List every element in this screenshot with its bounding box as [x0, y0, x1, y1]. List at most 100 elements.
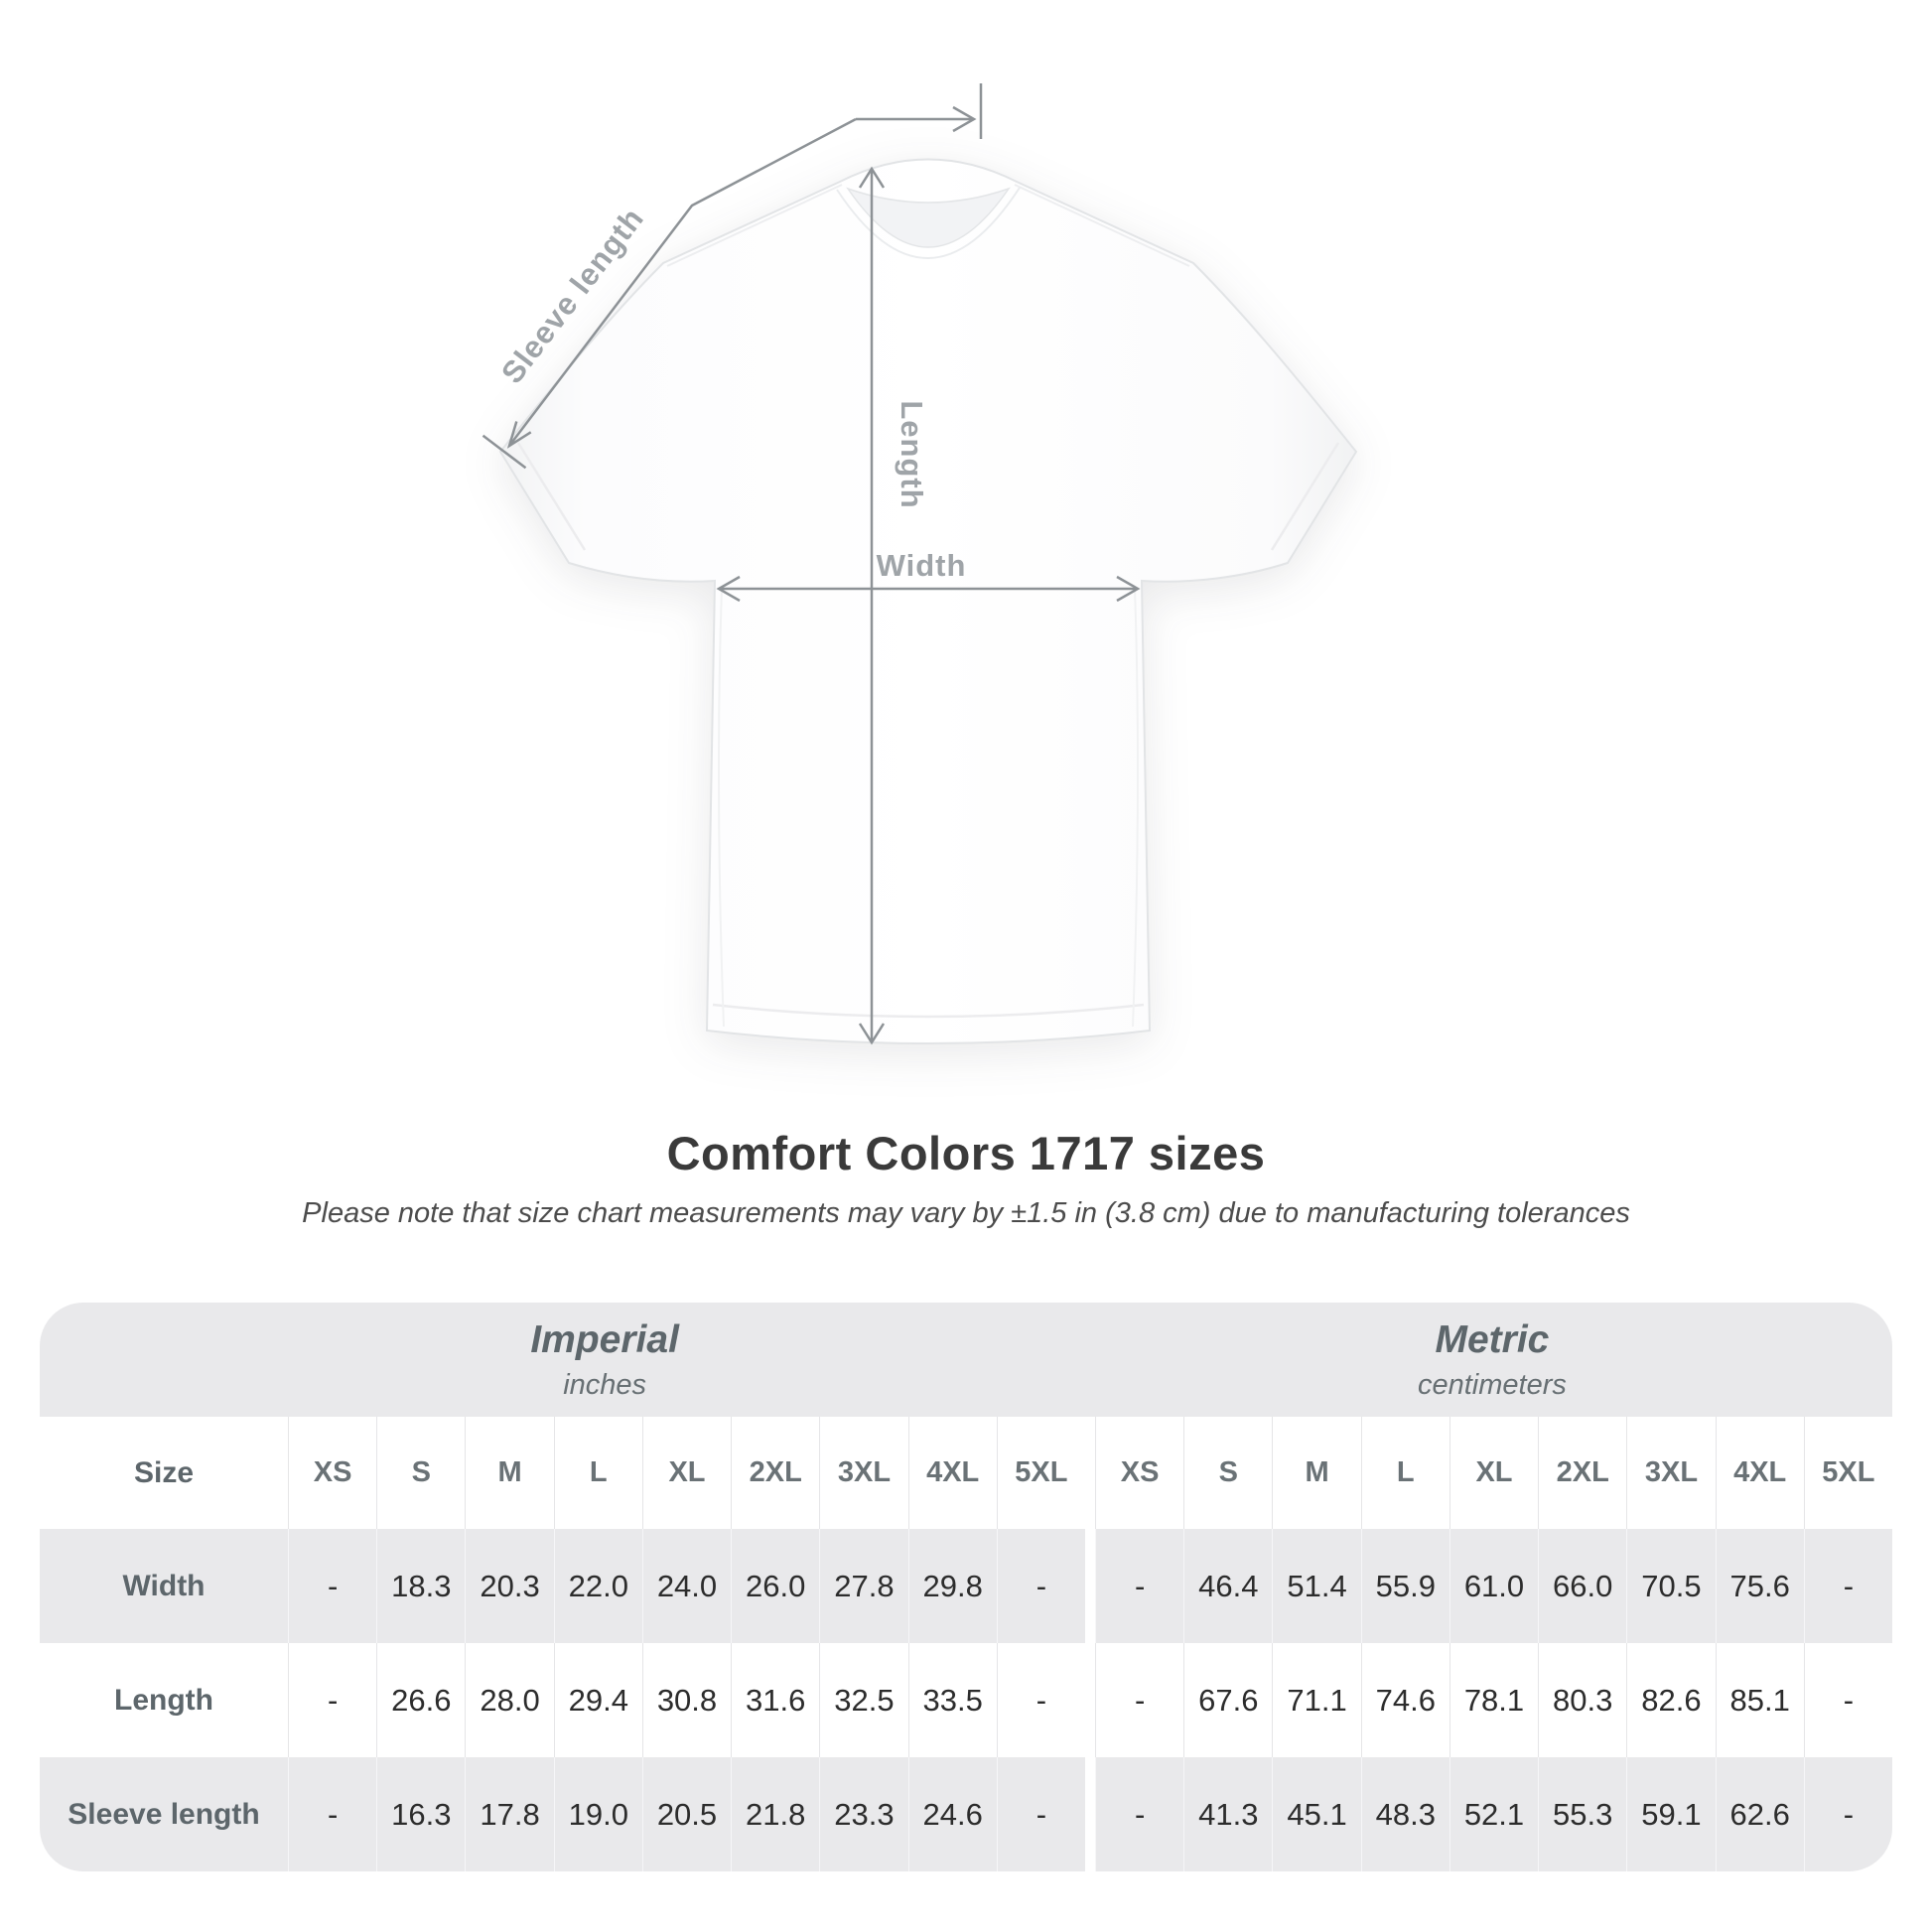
size-header-cell: 4XL: [907, 1417, 997, 1529]
value-cell: -: [996, 1529, 1085, 1643]
value-cell: 26.0: [731, 1529, 819, 1643]
tshirt-side-crease-left: [718, 587, 725, 1028]
size-header-cell: M: [465, 1417, 553, 1529]
value-cell: 20.5: [641, 1757, 731, 1871]
table-row: Width -18.3 20.3 22.0 24.0 26.0 27.8 29.8- -46.4…: [40, 1529, 1892, 1643]
size-table: Imperial inches Metric centimeters Size X…: [40, 1303, 1892, 1871]
value-cell: 71.1: [1272, 1643, 1360, 1757]
imperial-group-header: Imperial inches: [530, 1318, 679, 1402]
value-cell: -: [288, 1757, 376, 1871]
row-label: Length: [114, 1683, 213, 1717]
value-cell: -: [288, 1643, 376, 1757]
value-cell: 62.6: [1715, 1757, 1804, 1871]
size-header-cell: L: [553, 1417, 642, 1529]
tshirt-collar-seam: [836, 187, 1021, 259]
value-cell: 51.4: [1272, 1529, 1360, 1643]
value-cell: 26.6: [376, 1643, 465, 1757]
metric-group-label: Metric: [1435, 1317, 1550, 1361]
value-cell: 45.1: [1272, 1757, 1360, 1871]
value-cell: -: [1803, 1757, 1892, 1871]
value-cell: 24.0: [641, 1529, 731, 1643]
size-header-cell: L: [1360, 1417, 1449, 1529]
size-header-cell: 4XL: [1715, 1417, 1804, 1529]
value-cell: 80.3: [1538, 1643, 1626, 1757]
value-cell: 22.0: [553, 1529, 642, 1643]
value-cell: 52.1: [1449, 1757, 1538, 1871]
tshirt-graphic: [498, 158, 1358, 1044]
imperial-group-unit: inches: [563, 1368, 647, 1401]
size-table-grid: Size XS S M L XL 2XL 3XL 4XL 5XL XS S M L XL 2XL 3XL 4XL 5…: [40, 1417, 1892, 1871]
size-header-cell: XL: [1449, 1417, 1538, 1529]
metric-group-unit: centimeters: [1417, 1368, 1567, 1401]
size-header-cell: XS: [288, 1417, 376, 1529]
group-gap: [1084, 1417, 1095, 1529]
size-header-cell: 2XL: [1538, 1417, 1626, 1529]
value-cell: 29.4: [553, 1643, 642, 1757]
measurement-annotations: [482, 83, 1141, 1045]
tshirt-hem-stitch: [712, 1003, 1145, 1019]
size-header-cell: XL: [641, 1417, 731, 1529]
tshirt-cuff-stitch-left: [516, 442, 587, 551]
value-cell: 28.0: [465, 1643, 553, 1757]
size-header-cell: S: [376, 1417, 465, 1529]
value-cell: 74.6: [1360, 1643, 1449, 1757]
value-cell: -: [1094, 1757, 1183, 1871]
value-cell: 70.5: [1626, 1529, 1715, 1643]
value-cell: 48.3: [1360, 1757, 1449, 1871]
size-header-cell: 5XL: [996, 1417, 1085, 1529]
value-cell: 30.8: [641, 1643, 731, 1757]
value-cell: 29.8: [907, 1529, 997, 1643]
value-cell: -: [1803, 1529, 1892, 1643]
value-cell: 61.0: [1449, 1529, 1538, 1643]
tshirt-body: [498, 158, 1358, 1044]
size-header-cell: 5XL: [1803, 1417, 1892, 1529]
value-cell: -: [1094, 1643, 1183, 1757]
tshirt-collar-opening: [846, 187, 1011, 248]
value-cell: 19.0: [553, 1757, 642, 1871]
tshirt-side-crease-right: [1132, 587, 1139, 1028]
tshirt-diagram: Sleeve length Length Width: [482, 83, 1358, 1045]
value-cell: -: [288, 1529, 376, 1643]
size-header-cell: M: [1272, 1417, 1360, 1529]
value-cell: -: [1094, 1529, 1183, 1643]
size-header-cell: 2XL: [731, 1417, 819, 1529]
page-title: Comfort Colors 1717 sizes: [666, 1127, 1266, 1179]
length-arrow: [858, 166, 886, 1045]
size-header-cell: S: [1183, 1417, 1272, 1529]
value-cell: 21.8: [731, 1757, 819, 1871]
row-label: Width: [122, 1569, 206, 1602]
unit-group-header-band: Imperial inches Metric centimeters: [40, 1303, 1892, 1417]
value-cell: 32.5: [819, 1643, 907, 1757]
group-gap: [1084, 1529, 1095, 1643]
size-header-cell: 3XL: [1626, 1417, 1715, 1529]
sleeve-length-arrow: [482, 83, 983, 470]
value-cell: 59.1: [1626, 1757, 1715, 1871]
size-header-row: Size XS S M L XL 2XL 3XL 4XL 5XL XS S M L XL 2XL 3XL 4XL 5…: [40, 1417, 1892, 1529]
tshirt-cuff-stitch-right: [1270, 442, 1340, 551]
value-cell: 20.3: [465, 1529, 553, 1643]
size-header-cell: XS: [1094, 1417, 1183, 1529]
value-cell: 82.6: [1626, 1643, 1715, 1757]
value-cell: 78.1: [1449, 1643, 1538, 1757]
table-row: Length -26.6 28.0 29.4 30.8 31.6 32.5 33.5- -67.…: [40, 1643, 1892, 1757]
table-row: Sleeve length -16.3 17.8 19.0 20.5 21.8 23.3 24…: [40, 1757, 1892, 1871]
value-cell: 23.3: [819, 1757, 907, 1871]
value-cell: 46.4: [1183, 1529, 1272, 1643]
value-cell: 55.3: [1538, 1757, 1626, 1871]
width-arrow: [716, 575, 1141, 603]
size-header-cell: 3XL: [819, 1417, 907, 1529]
value-cell: 41.3: [1183, 1757, 1272, 1871]
length-label: Length: [895, 400, 929, 508]
tshirt-shoulder-seam-right: [1014, 184, 1190, 267]
value-cell: 33.5: [907, 1643, 997, 1757]
value-cell: 24.6: [907, 1757, 997, 1871]
metric-group-header: Metric centimeters: [1418, 1318, 1567, 1402]
imperial-group-label: Imperial: [530, 1317, 679, 1361]
group-gap: [1084, 1643, 1095, 1757]
value-cell: 66.0: [1538, 1529, 1626, 1643]
value-cell: 85.1: [1715, 1643, 1804, 1757]
value-cell: 18.3: [376, 1529, 465, 1643]
value-cell: 31.6: [731, 1643, 819, 1757]
page-subtitle: Please note that size chart measurements…: [302, 1197, 1630, 1229]
row-label: Sleeve length: [68, 1797, 260, 1831]
